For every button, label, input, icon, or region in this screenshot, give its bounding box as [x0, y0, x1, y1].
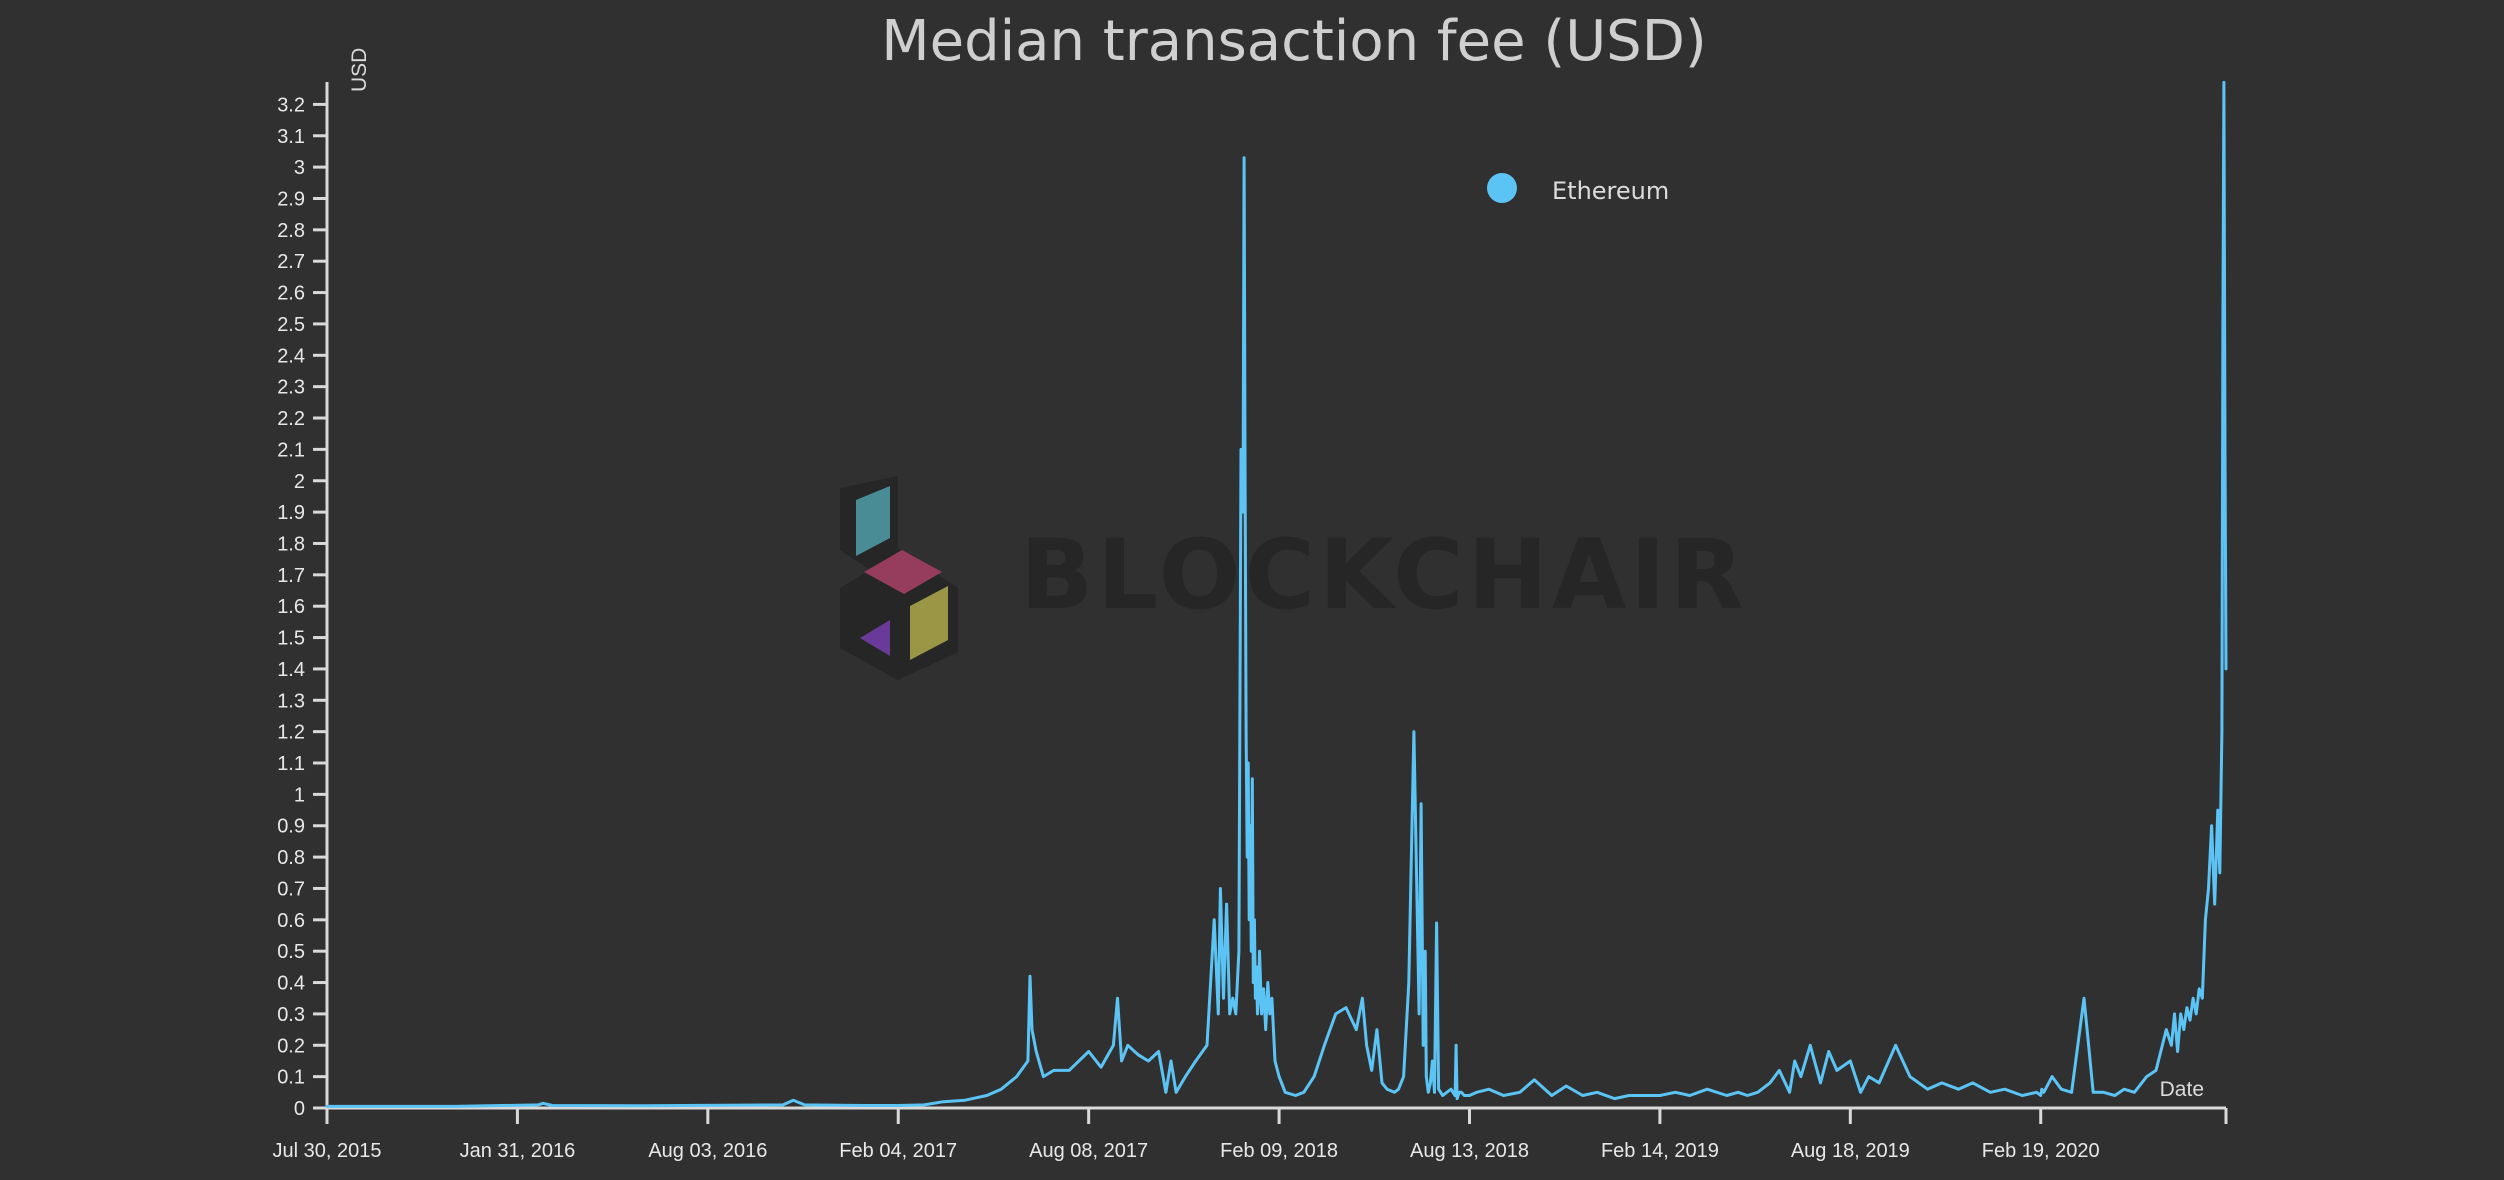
y-tick-label: 2.7: [277, 251, 305, 273]
legend: Ethereum: [1487, 173, 1669, 205]
x-tick-label: Aug 08, 2017: [1029, 1140, 1148, 1162]
y-tick-label: 2.4: [277, 345, 305, 367]
x-tick-label: Feb 09, 2018: [1220, 1140, 1338, 1162]
y-tick-label: 0.9: [277, 816, 305, 838]
y-tick-label: 0.4: [277, 973, 305, 995]
watermark-logo-purple: [860, 620, 890, 656]
y-tick-label: 3.2: [277, 94, 305, 116]
watermark-logo-teal: [856, 486, 890, 556]
y-tick-label: 2: [294, 471, 305, 493]
y-tick-label: 0.1: [277, 1067, 305, 1089]
y-tick-label: 0.5: [277, 941, 305, 963]
y-tick-label: 0.8: [277, 847, 305, 869]
y-tick-label: 2.8: [277, 220, 305, 242]
y-tick-label: 1.5: [277, 628, 305, 650]
series-layer: [325, 80, 2228, 1108]
y-tick-label: 0.6: [277, 910, 305, 932]
x-tick-label: Feb 19, 2020: [1982, 1140, 2100, 1162]
blockchair-watermark: BLOCKCHAIR: [840, 476, 1748, 680]
y-tick-label: 0: [294, 1098, 305, 1120]
y-tick-label: 2.9: [277, 188, 305, 210]
x-axis-title: Date: [2160, 1078, 2204, 1101]
y-tick-label: 1: [294, 784, 305, 806]
watermark-logo-magenta: [864, 550, 942, 594]
y-tick-label: 1.1: [277, 753, 305, 775]
x-tick-label: Aug 03, 2016: [648, 1140, 767, 1162]
x-tick-label: Aug 18, 2019: [1791, 1140, 1910, 1162]
y-tick-label: 3.1: [277, 126, 305, 148]
x-tick-label: Jul 30, 2015: [273, 1140, 382, 1162]
y-tick-label: 1.3: [277, 690, 305, 712]
x-tick-label: Jan 31, 2016: [460, 1140, 576, 1162]
y-tick-label: 2.5: [277, 314, 305, 336]
y-tick-label: 2.1: [277, 439, 305, 461]
x-axis: Jul 30, 2015 Jan 31, 2016 Aug 03, 2016 Feb …: [273, 1106, 2228, 1162]
x-tick-label: Feb 04, 2017: [839, 1140, 957, 1162]
y-tick-label: 2.2: [277, 408, 305, 430]
legend-swatch-ethereum: [1487, 173, 1517, 203]
legend-label-ethereum: Ethereum: [1552, 177, 1669, 205]
y-tick-label: 2.6: [277, 283, 305, 305]
chart-title: Median transaction fee (USD): [881, 9, 1706, 74]
y-tick-label: 2.3: [277, 377, 305, 399]
x-tick-label: Feb 14, 2019: [1601, 1140, 1719, 1162]
y-tick-label: 1.6: [277, 596, 305, 618]
x-tick-label: Aug 13, 2018: [1410, 1140, 1529, 1162]
y-tick-label: 0.3: [277, 1004, 305, 1026]
y-tick-label: 1.7: [277, 565, 305, 587]
series-line-ethereum: [325, 80, 2228, 1108]
y-tick-label: 3: [294, 157, 305, 179]
y-tick-label: 1.8: [277, 533, 305, 555]
y-axis: 0 0.1 0.2 0.3 0.4 0.5 0.6 0.7 0.8 0.9 1 1.1 1.2 1.3 1.…: [277, 82, 329, 1120]
y-tick-label: 0.2: [277, 1035, 305, 1057]
y-tick-label: 1.9: [277, 502, 305, 524]
y-axis-title: USD: [348, 48, 371, 92]
y-tick-label: 1.2: [277, 722, 305, 744]
watermark-logo-olive: [910, 586, 948, 660]
y-tick-label: 0.7: [277, 878, 305, 900]
y-tick-label: 1.4: [277, 659, 305, 681]
watermark-text: BLOCKCHAIR: [1020, 519, 1748, 631]
